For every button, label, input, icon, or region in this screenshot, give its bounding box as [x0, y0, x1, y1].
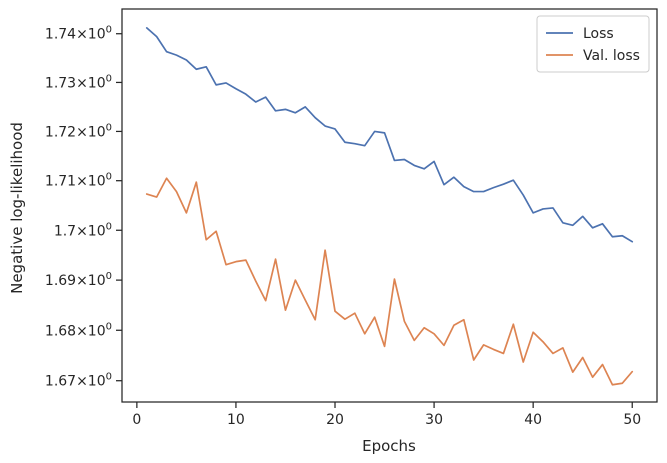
y-axis-ticks: 1.67×1001.68×1001.69×1001.7×1001.71×1001… — [45, 25, 122, 390]
x-tick-label: 50 — [623, 412, 641, 428]
y-axis-label: Negative log-likelihood — [8, 122, 26, 294]
plot-frame — [121, 8, 658, 403]
legend-frame — [536, 15, 650, 73]
x-tick-label: 10 — [227, 412, 245, 428]
y-tick-exponent: 0 — [106, 271, 112, 282]
x-axis-ticks: 0 10 20 30 40 50 — [132, 402, 641, 428]
y-tick-label: 1.67×100 — [45, 372, 112, 390]
legend: Loss Val. loss — [536, 15, 650, 73]
y-tick-multiplier: ×10 — [76, 27, 106, 43]
y-tick-multiplier: ×10 — [76, 75, 106, 91]
y-tick-multiplier: ×10 — [76, 174, 106, 190]
y-tick-exponent: 0 — [106, 73, 112, 84]
y-tick-label: 1.71×100 — [45, 172, 112, 190]
y-tick-multiplier: ×10 — [76, 323, 106, 339]
series-lines — [145, 27, 634, 386]
y-tick-base: 1.72 — [45, 124, 76, 140]
y-tick-exponent: 0 — [106, 321, 112, 332]
y-tick-exponent: 0 — [106, 122, 112, 133]
legend-entry-label: Val. loss — [583, 48, 640, 64]
y-tick-exponent: 0 — [106, 25, 112, 36]
y-tick-multiplier: ×10 — [76, 223, 106, 239]
y-tick-base: 1.68 — [45, 323, 76, 339]
x-tick-label: 0 — [132, 412, 141, 428]
y-tick-multiplier: ×10 — [76, 374, 106, 390]
series-line-val-loss — [145, 177, 634, 386]
y-tick-exponent: 0 — [106, 372, 112, 383]
x-tick-label: 30 — [425, 412, 443, 428]
legend-entry-label: Loss — [583, 26, 614, 42]
y-tick-label: 1.69×100 — [45, 271, 112, 289]
y-tick-base: 1.74 — [45, 27, 76, 43]
y-tick-label: 1.68×100 — [45, 321, 112, 339]
y-tick-base: 1.71 — [45, 174, 76, 190]
y-tick-label: 1.73×100 — [45, 73, 112, 91]
y-tick-label: 1.74×100 — [45, 25, 112, 43]
y-tick-base: 1.73 — [45, 75, 76, 91]
y-tick-label: 1.72×100 — [45, 122, 112, 140]
y-tick-base: 1.69 — [45, 273, 76, 289]
x-axis-label: Epochs — [362, 437, 416, 455]
x-tick-label: 40 — [524, 412, 542, 428]
y-tick-label: 1.7×100 — [54, 221, 112, 239]
x-tick-label: 20 — [326, 412, 344, 428]
y-tick-multiplier: ×10 — [76, 124, 106, 140]
y-tick-base: 1.7 — [54, 223, 76, 239]
y-tick-exponent: 0 — [106, 221, 112, 232]
y-tick-exponent: 0 — [106, 172, 112, 183]
y-tick-base: 1.67 — [45, 374, 76, 390]
y-tick-multiplier: ×10 — [76, 273, 106, 289]
series-line-loss — [145, 27, 634, 243]
